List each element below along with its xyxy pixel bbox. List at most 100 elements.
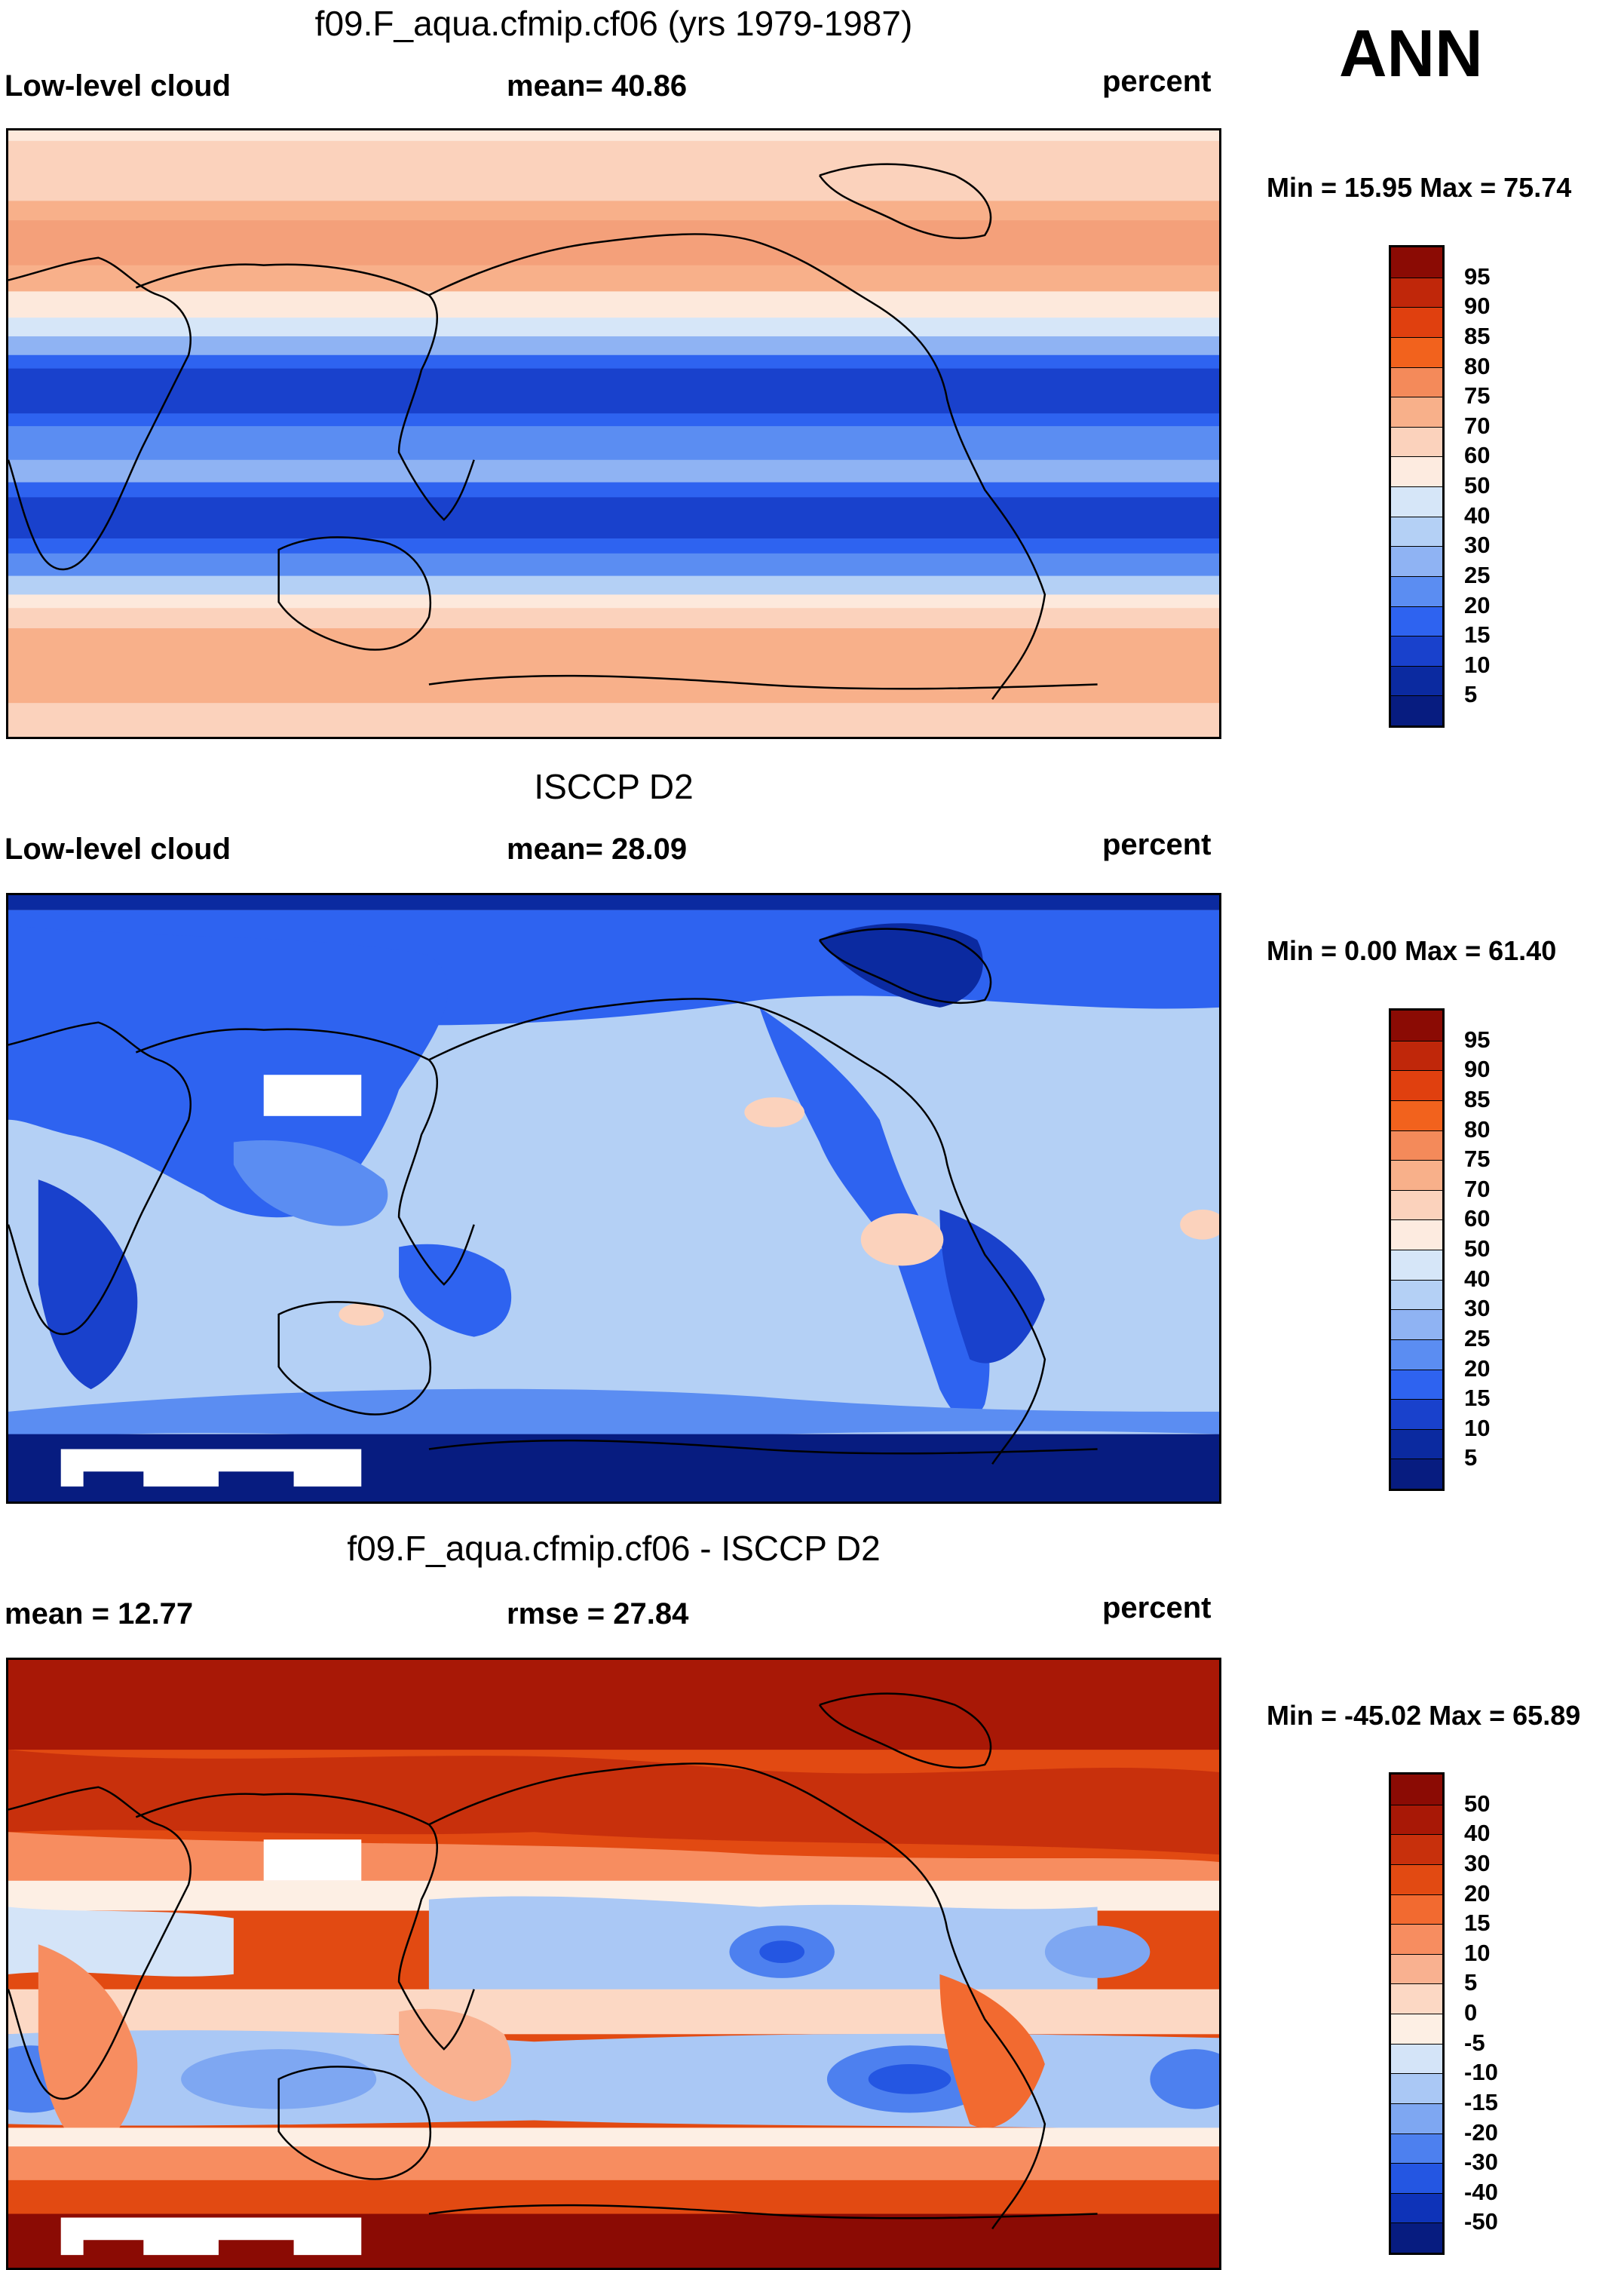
- colorbar-box: [1391, 2192, 1442, 2223]
- colorbar-box: [1391, 1804, 1442, 1835]
- colorbar-tick-label: 5: [1464, 1444, 1478, 1471]
- colorbar-box: [1391, 575, 1442, 606]
- colorbar-tick-label: 20: [1464, 591, 1491, 618]
- colorbar-tick-label: 30: [1464, 1295, 1491, 1322]
- colorbar-tick-label: 60: [1464, 1205, 1491, 1232]
- colorbar-tick-label: -5: [1464, 2029, 1485, 2056]
- colorbar-tick-label: 15: [1464, 1910, 1491, 1937]
- colorbar-box: [1391, 695, 1442, 725]
- panel-3-colorbar: [1389, 1772, 1445, 2255]
- panel-3-minmax: Min = -45.02 Max = 65.89: [1267, 1700, 1581, 1731]
- colorbar-box: [1391, 1279, 1442, 1310]
- colorbar-tick-label: 90: [1464, 1056, 1491, 1083]
- colorbar-tick-label: 50: [1464, 472, 1491, 498]
- colorbar-tick-label: 60: [1464, 442, 1491, 469]
- colorbar-box: [1391, 456, 1442, 486]
- colorbar-box: [1391, 426, 1442, 457]
- panel-2-minmax: Min = 0.00 Max = 61.40: [1267, 935, 1557, 966]
- colorbar-tick-label: 85: [1464, 322, 1491, 349]
- colorbar-tick-label: 40: [1464, 1265, 1491, 1292]
- colorbar-tick-label: 95: [1464, 1026, 1491, 1053]
- colorbar-tick-label: -10: [1464, 2059, 1498, 2086]
- colorbar-box: [1391, 247, 1442, 278]
- colorbar-tick-label: -15: [1464, 2088, 1498, 2115]
- panel-3-title: f09.F_aqua.cfmip.cf06 - ISCCP D2: [347, 1529, 881, 1568]
- colorbar-box: [1391, 2133, 1442, 2164]
- colorbar-tick-label: 30: [1464, 532, 1491, 559]
- panel-2-map: [6, 893, 1221, 1504]
- colorbar-tick-label: 0: [1464, 1999, 1478, 2026]
- panel-3-units-label: percent: [1102, 1591, 1212, 1624]
- colorbar-box: [1391, 277, 1442, 308]
- colorbar-box: [1391, 1894, 1442, 1925]
- colorbar-box: [1391, 1983, 1442, 2014]
- colorbar-box: [1391, 2043, 1442, 2074]
- panel-2-title: ISCCP D2: [534, 767, 694, 806]
- colorbar-box: [1391, 486, 1442, 517]
- colorbar-tick-label: 20: [1464, 1879, 1491, 1906]
- colorbar-box: [1391, 336, 1442, 367]
- colorbar-box: [1391, 367, 1442, 397]
- colorbar-box: [1391, 1070, 1442, 1100]
- colorbar-box: [1391, 1011, 1442, 1041]
- colorbar-box: [1391, 1953, 1442, 1984]
- colorbar-tick-label: 75: [1464, 1146, 1491, 1173]
- colorbar-tick-label: 25: [1464, 1324, 1491, 1351]
- colorbar-tick-label: 15: [1464, 1385, 1491, 1412]
- colorbar-tick-label: 5: [1464, 681, 1478, 708]
- colorbar-box: [1391, 1160, 1442, 1190]
- colorbar-tick-label: 5: [1464, 1969, 1478, 1996]
- colorbar-tick-label: 30: [1464, 1849, 1491, 1876]
- colorbar-tick-label: 25: [1464, 561, 1491, 588]
- colorbar-tick-label: 90: [1464, 293, 1491, 320]
- colorbar-box: [1391, 1250, 1442, 1280]
- colorbar-tick-label: 20: [1464, 1354, 1491, 1382]
- colorbar-tick-label: 40: [1464, 502, 1491, 529]
- colorbar-tick-label: 80: [1464, 1115, 1491, 1143]
- colorbar-tick-label: 50: [1464, 1790, 1491, 1817]
- colorbar-box: [1391, 1428, 1442, 1459]
- colorbar-box: [1391, 1864, 1442, 1894]
- colorbar-box: [1391, 636, 1442, 666]
- colorbar-box: [1391, 1219, 1442, 1250]
- panel-2-units-label: percent: [1102, 828, 1212, 861]
- colorbar-tick-label: -30: [1464, 2149, 1498, 2176]
- colorbar-box: [1391, 2103, 1442, 2133]
- colorbar-box: [1391, 1040, 1442, 1071]
- panel-3-map: [6, 1658, 1221, 2270]
- colorbar-box: [1391, 2163, 1442, 2193]
- colorbar-box: [1391, 1369, 1442, 1400]
- colorbar-tick-label: 70: [1464, 1175, 1491, 1202]
- panel-1-units-label: percent: [1102, 65, 1212, 98]
- colorbar-box: [1391, 1834, 1442, 1864]
- colorbar-box: [1391, 2014, 1442, 2044]
- colorbar-tick-label: 50: [1464, 1235, 1491, 1262]
- colorbar-tick-label: -50: [1464, 2208, 1498, 2235]
- colorbar-box: [1391, 1775, 1442, 1805]
- colorbar-tick-label: 85: [1464, 1085, 1491, 1112]
- colorbar-box: [1391, 307, 1442, 337]
- panel-1-variable-label: Low-level cloud: [5, 69, 231, 103]
- panel-1-title: f09.F_aqua.cfmip.cf06 (yrs 1979-1987): [314, 4, 913, 43]
- colorbar-box: [1391, 1309, 1442, 1339]
- colorbar-box: [1391, 1339, 1442, 1370]
- panel-1-minmax: Min = 15.95 Max = 75.74: [1267, 172, 1572, 203]
- colorbar-tick-label: -40: [1464, 2178, 1498, 2205]
- colorbar-tick-label: -20: [1464, 2118, 1498, 2146]
- colorbar-tick-label: 10: [1464, 651, 1491, 678]
- colorbar-box: [1391, 397, 1442, 427]
- colorbar-tick-label: 95: [1464, 262, 1491, 290]
- panel-2-variable-label: Low-level cloud: [5, 833, 231, 866]
- colorbar-tick-label: 80: [1464, 352, 1491, 379]
- panel-2-colorbar: [1389, 1008, 1445, 1491]
- colorbar-tick-label: 10: [1464, 1414, 1491, 1441]
- colorbar-box: [1391, 2073, 1442, 2103]
- colorbar-tick-label: 40: [1464, 1820, 1491, 1847]
- colorbar-tick-label: 70: [1464, 412, 1491, 439]
- colorbar-box: [1391, 546, 1442, 576]
- colorbar-box: [1391, 2222, 1442, 2253]
- panel-3-mean-label: mean = 12.77: [5, 1597, 194, 1630]
- panel-3-rmse-label: rmse = 27.84: [507, 1597, 689, 1630]
- colorbar-box: [1391, 1130, 1442, 1161]
- season-label: ANN: [1339, 16, 1483, 90]
